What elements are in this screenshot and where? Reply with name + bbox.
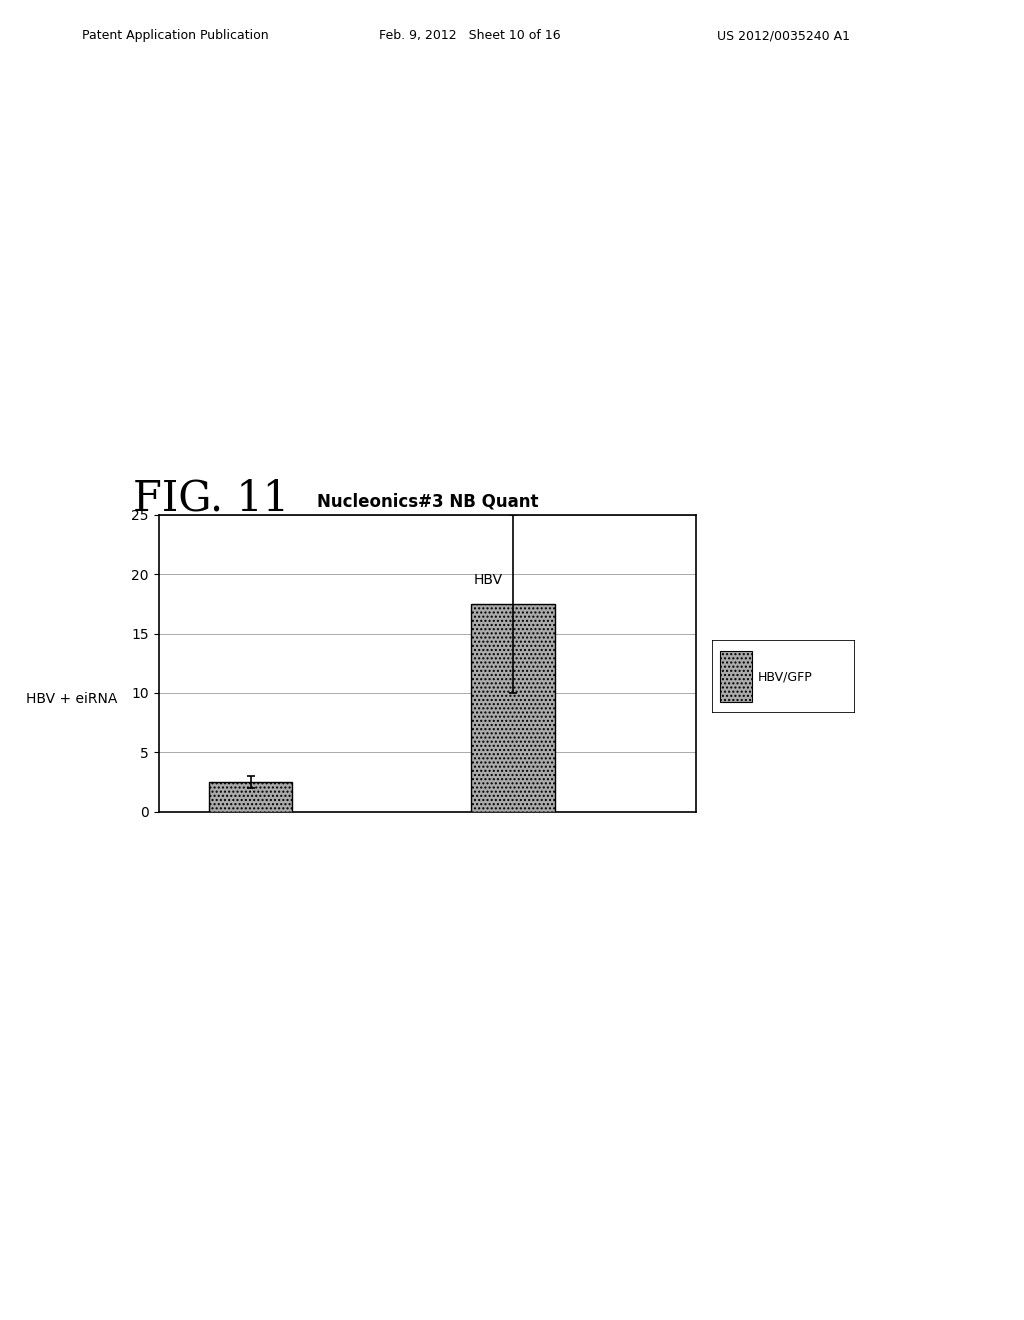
Text: HBV/GFP: HBV/GFP [758, 671, 812, 682]
Text: US 2012/0035240 A1: US 2012/0035240 A1 [717, 29, 850, 42]
Text: HBV: HBV [473, 573, 503, 587]
Bar [720, 651, 752, 702]
Bar [209, 781, 293, 812]
Title: Nucleonics#3 NB Quant: Nucleonics#3 NB Quant [316, 492, 539, 511]
Bar [471, 605, 555, 812]
Text: Feb. 9, 2012   Sheet 10 of 16: Feb. 9, 2012 Sheet 10 of 16 [379, 29, 560, 42]
Text: HBV + eiRNA: HBV + eiRNA [27, 692, 118, 706]
Text: FIG. 11: FIG. 11 [133, 478, 289, 520]
Text: Patent Application Publication: Patent Application Publication [82, 29, 268, 42]
